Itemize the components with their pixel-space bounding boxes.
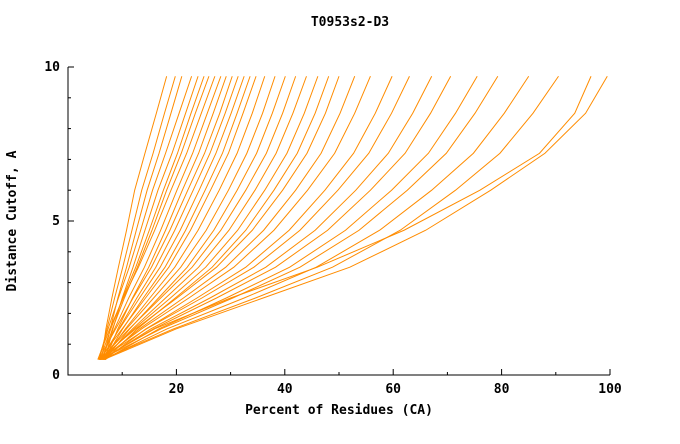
model-curve	[101, 76, 356, 360]
axes-group	[67, 67, 610, 376]
model-curve	[99, 76, 257, 360]
model-curve	[99, 76, 410, 361]
model-curve	[99, 76, 297, 360]
model-curve	[103, 75, 530, 361]
model-curve	[104, 76, 393, 361]
curve-group	[97, 75, 608, 361]
chart-title: T0953s2-D3	[311, 15, 389, 30]
model-curve	[103, 75, 608, 361]
x-tick-label: 60	[385, 382, 401, 397]
model-curve	[101, 76, 168, 360]
model-curve	[99, 75, 499, 361]
model-curve	[102, 76, 239, 360]
x-axis-label: Percent of Residues (CA)	[245, 403, 433, 418]
model-curve	[102, 76, 307, 360]
model-curve	[98, 76, 233, 360]
model-curve	[100, 76, 452, 361]
model-curve	[100, 76, 222, 360]
model-curve	[100, 76, 319, 360]
model-curve	[102, 76, 266, 360]
model-curve	[100, 76, 276, 360]
model-curve	[98, 76, 176, 360]
model-curve	[98, 76, 340, 360]
x-tick-label: 80	[494, 382, 510, 397]
model-curve	[102, 76, 433, 361]
model-curve	[97, 76, 193, 360]
model-curve	[102, 76, 183, 360]
model-curve	[100, 76, 245, 360]
model-curve	[105, 76, 330, 360]
model-curve	[97, 76, 216, 360]
model-curve	[100, 76, 592, 361]
axis-lines	[67, 67, 610, 376]
y-tick-label: 10	[44, 60, 60, 75]
model-curve	[104, 75, 478, 361]
model-curve	[104, 76, 227, 360]
model-curve	[101, 76, 210, 360]
y-axis-label: Distance Cutoff, A	[5, 150, 20, 291]
y-tick-label: 0	[52, 368, 60, 383]
y-tick-label: 5	[52, 214, 60, 229]
model-curve	[101, 75, 559, 361]
model-curve	[100, 76, 371, 361]
x-tick-label: 40	[277, 382, 293, 397]
tick-group: 20 40 60 80 100 0 5 10	[44, 60, 622, 397]
x-tick-label: 20	[169, 382, 185, 397]
x-tick-label: 100	[598, 382, 622, 397]
